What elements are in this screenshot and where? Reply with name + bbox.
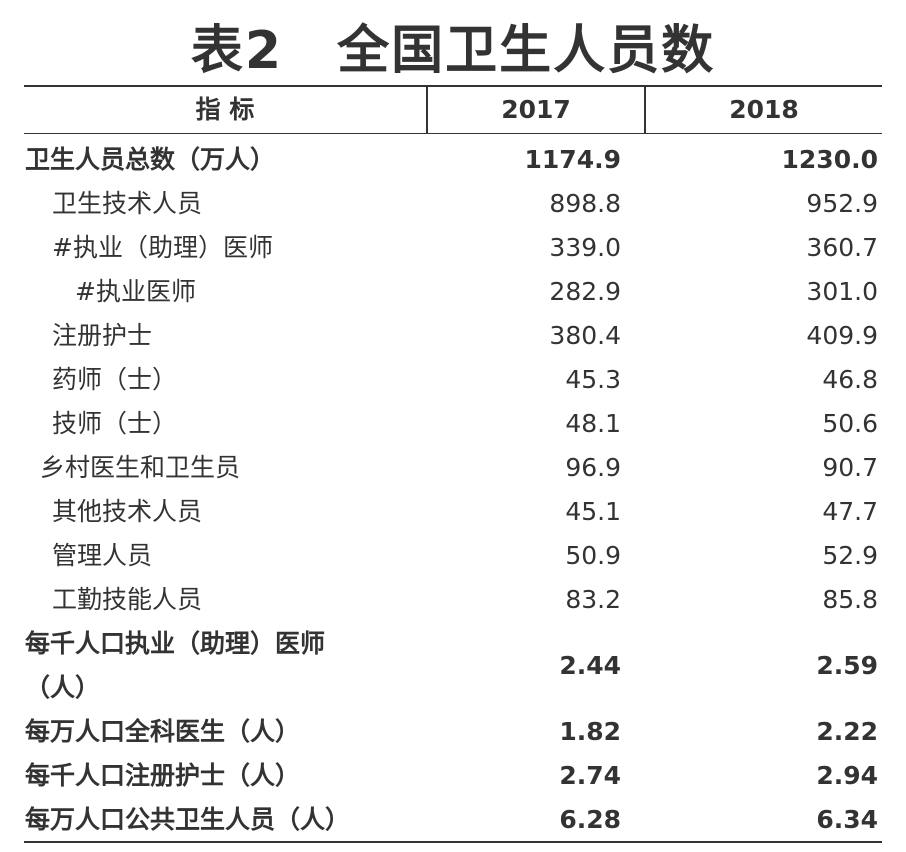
value-cell: 1174.9	[524, 145, 621, 174]
header-cell: 2018	[729, 95, 799, 124]
rule	[24, 133, 882, 134]
row-label: 乡村医生和卫生员	[40, 453, 241, 482]
value-cell: 50.9	[565, 541, 621, 570]
value-cell: 50.6	[822, 409, 878, 438]
value-cell: 6.28	[559, 805, 621, 834]
value-cell: 2.44	[559, 651, 621, 680]
header-cell: 指 标	[195, 95, 255, 124]
value-cell: 301.0	[806, 277, 878, 306]
row-label: 每千人口注册护士（人）	[25, 761, 301, 790]
value-cell: 85.8	[822, 585, 878, 614]
value-cell: 2.59	[816, 651, 878, 680]
rule	[24, 85, 882, 87]
header-cell: 2017	[501, 95, 571, 124]
row-label: 工勤技能人员	[52, 585, 203, 614]
value-cell: 360.7	[806, 233, 878, 262]
row-label: 卫生人员总数（万人）	[25, 145, 276, 174]
value-cell: 2.94	[816, 761, 878, 790]
value-cell: 45.1	[565, 497, 621, 526]
row-label: 管理人员	[52, 541, 153, 570]
value-cell: 47.7	[822, 497, 878, 526]
value-cell: 339.0	[549, 233, 621, 262]
value-cell: 90.7	[822, 453, 878, 482]
value-cell: 45.3	[565, 365, 621, 394]
value-cell: 1.82	[559, 717, 621, 746]
value-cell: 380.4	[549, 321, 621, 350]
divider	[644, 86, 646, 134]
value-cell: 282.9	[549, 277, 621, 306]
value-cell: 952.9	[806, 189, 878, 218]
row-label: 技师（士）	[52, 409, 178, 438]
row-label: #执业（助理）医师	[52, 233, 273, 262]
value-cell: 409.9	[806, 321, 878, 350]
value-cell: 1230.0	[781, 145, 878, 174]
value-cell: 2.74	[559, 761, 621, 790]
row-label: 每千人口执业（助理）医师（人）	[25, 629, 326, 702]
value-cell: 2.22	[816, 717, 878, 746]
row-label: 其他技术人员	[52, 497, 203, 526]
row-label: 每万人口公共卫生人员（人）	[25, 805, 351, 834]
rule	[24, 841, 882, 843]
value-cell: 6.34	[816, 805, 878, 834]
row-label: 卫生技术人员	[52, 189, 203, 218]
row-label: 药师（士）	[52, 365, 178, 394]
value-cell: 898.8	[549, 189, 621, 218]
value-cell: 96.9	[565, 453, 621, 482]
title: 表2 全国卫生人员数	[190, 21, 716, 81]
value-cell: 83.2	[565, 585, 621, 614]
value-cell: 46.8	[822, 365, 878, 394]
value-cell: 48.1	[565, 409, 621, 438]
row-label: 每万人口全科医生（人）	[25, 717, 301, 746]
value-cell: 52.9	[822, 541, 878, 570]
divider	[426, 86, 428, 134]
row-label: 注册护士	[52, 321, 153, 350]
row-label: #执业医师	[75, 277, 196, 306]
